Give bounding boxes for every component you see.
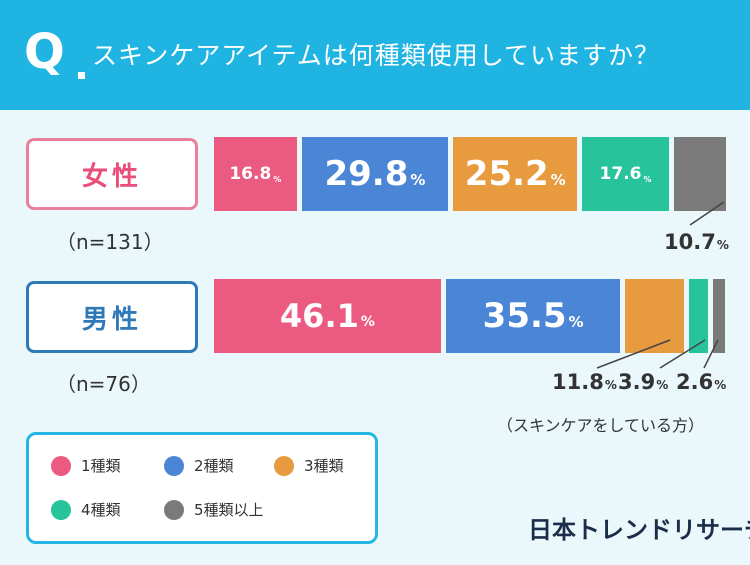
outside-value-male-3: 11.8% xyxy=(552,370,617,394)
male-label: 男性 xyxy=(26,281,198,353)
outside-value-number-male-5: 2.6 xyxy=(676,370,714,394)
female-label: 女性 xyxy=(26,138,198,210)
bar-female-2: 29.8% xyxy=(301,137,449,211)
bar-value-female-3: 25.2 xyxy=(464,154,549,194)
legend-dot-5 xyxy=(164,499,184,520)
male-sample-size: （n=76） xyxy=(56,372,151,396)
legend-item-2: 2種類 xyxy=(164,455,234,476)
legend-item-1: 1種類 xyxy=(51,455,121,476)
q-mark: Q xyxy=(24,24,65,80)
leader-line-male-3 xyxy=(596,339,671,369)
bar-unit-female-3: % xyxy=(550,170,566,189)
legend-item-4: 4種類 xyxy=(51,499,121,520)
leader-line-male-5 xyxy=(703,339,719,369)
bar-male-5 xyxy=(712,279,726,353)
bar-unit-female-1: % xyxy=(273,175,282,184)
legend-item-3: 3種類 xyxy=(274,455,344,476)
bar-value-female-1: 16.8 xyxy=(229,163,272,184)
outside-value-number-male-3: 11.8 xyxy=(552,370,604,394)
outside-value-male-4: 3.9% xyxy=(618,370,668,394)
bar-female-5 xyxy=(673,137,727,211)
outside-value-female-5: 10.7% xyxy=(664,230,729,254)
outside-value-number-male-4: 3.9 xyxy=(618,370,656,394)
legend-label-4: 4種類 xyxy=(81,501,121,519)
q-dot xyxy=(78,72,85,79)
bar-unit-female-2: % xyxy=(410,170,426,189)
legend-dot-4 xyxy=(51,499,71,520)
brand-logo: 日本トレンドリサーチ xyxy=(528,516,750,544)
bar-value-male-2: 35.5 xyxy=(482,296,567,336)
legend-dot-2 xyxy=(164,455,184,476)
legend-dot-1 xyxy=(51,455,71,476)
legend-box: 1種類 2種類 3種類 4種類 5種類以上 xyxy=(26,432,378,544)
leader-line-male-4 xyxy=(659,339,706,369)
bar-value-male-1: 46.1 xyxy=(279,297,359,335)
bar-value-female-2: 29.8 xyxy=(324,154,409,194)
outside-value-unit-male-5: % xyxy=(714,378,727,392)
outside-value-number-female-5: 10.7 xyxy=(664,230,716,254)
legend-label-1: 1種類 xyxy=(81,457,121,475)
bar-female-1: 16.8% xyxy=(214,137,297,211)
bar-male-2: 35.5% xyxy=(445,279,621,353)
legend-dot-3 xyxy=(274,455,294,476)
outside-value-unit-male-4: % xyxy=(656,378,669,392)
bar-unit-male-1: % xyxy=(360,314,375,330)
bar-female-3: 25.2% xyxy=(453,137,578,211)
header-banner: Q スキンケアアイテムは何種類使用していますか？ xyxy=(0,0,750,110)
outside-value-male-5: 2.6% xyxy=(676,370,726,394)
bar-unit-male-2: % xyxy=(568,312,584,331)
bar-female-4: 17.6% xyxy=(582,137,669,211)
bar-unit-female-4: % xyxy=(643,175,652,184)
outside-value-unit-female-5: % xyxy=(716,238,729,252)
legend-label-3: 3種類 xyxy=(304,457,344,475)
question-title: スキンケアアイテムは何種類使用していますか？ xyxy=(92,41,661,70)
bar-male-3 xyxy=(625,279,684,353)
outside-value-unit-male-3: % xyxy=(604,378,617,392)
legend-item-5: 5種類以上 xyxy=(164,499,264,520)
legend-label-2: 2種類 xyxy=(194,457,234,475)
leader-line-female-5 xyxy=(689,201,725,226)
bar-male-4 xyxy=(688,279,708,353)
bar-male-1: 46.1% xyxy=(214,279,441,353)
footnote: （スキンケアをしている方） xyxy=(497,416,705,435)
legend-label-5: 5種類以上 xyxy=(194,501,264,519)
bar-value-female-4: 17.6 xyxy=(599,163,642,184)
female-sample-size: （n=131） xyxy=(56,230,164,254)
